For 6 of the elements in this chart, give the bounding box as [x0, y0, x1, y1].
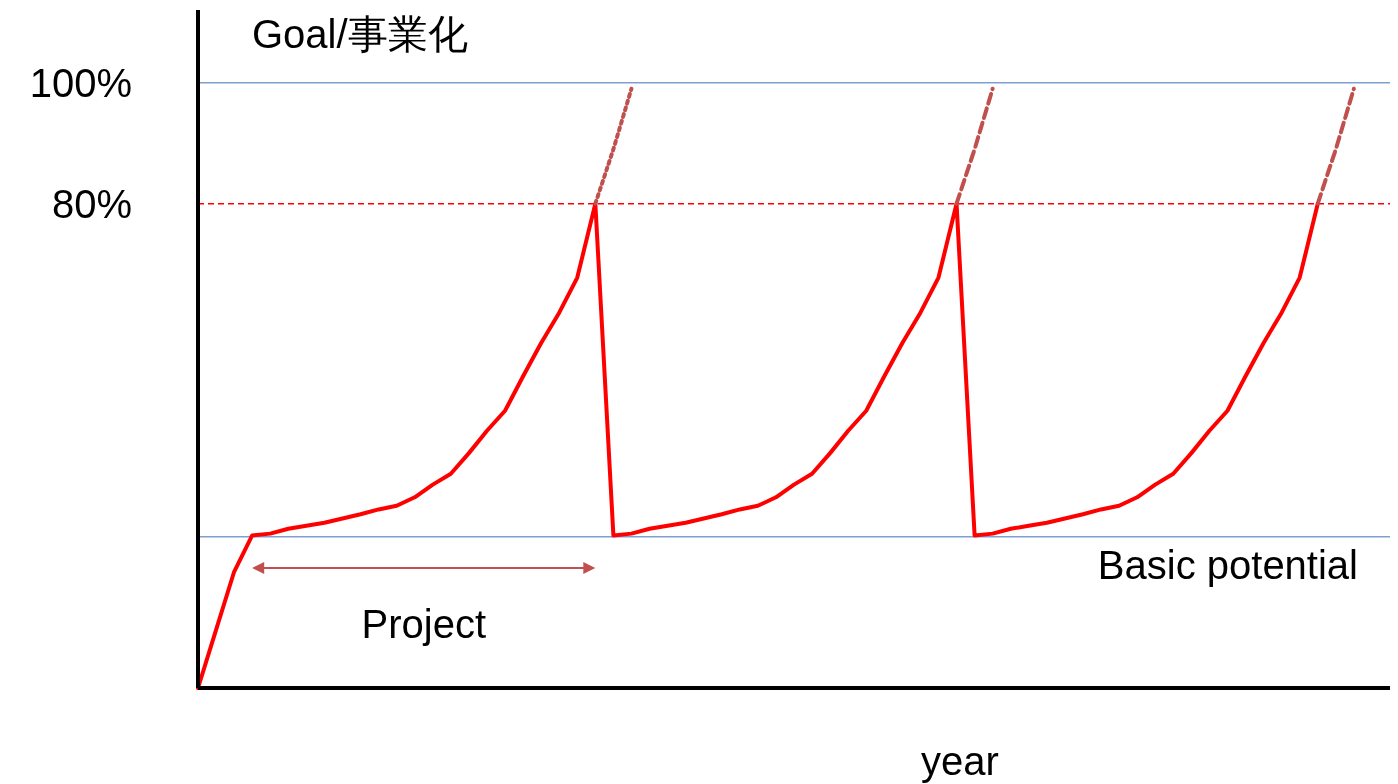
y-tick-label: 100% [29, 60, 132, 105]
y-tick-label: 80% [51, 181, 132, 226]
y-axis-title: Goal/事業化 [252, 12, 468, 56]
annotation: Project [361, 602, 487, 646]
ref-line-label: Basic potential [1097, 542, 1358, 587]
x-axis-title: year [921, 739, 999, 783]
